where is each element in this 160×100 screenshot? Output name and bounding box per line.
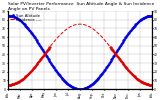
Text: Solar PV/Inverter Performance  Sun Altitude Angle & Sun Incidence Angle on PV Pa: Solar PV/Inverter Performance Sun Altitu… [8, 2, 155, 11]
Legend: Sun Altitude, Incidence ----: Sun Altitude, Incidence ---- [10, 13, 42, 22]
